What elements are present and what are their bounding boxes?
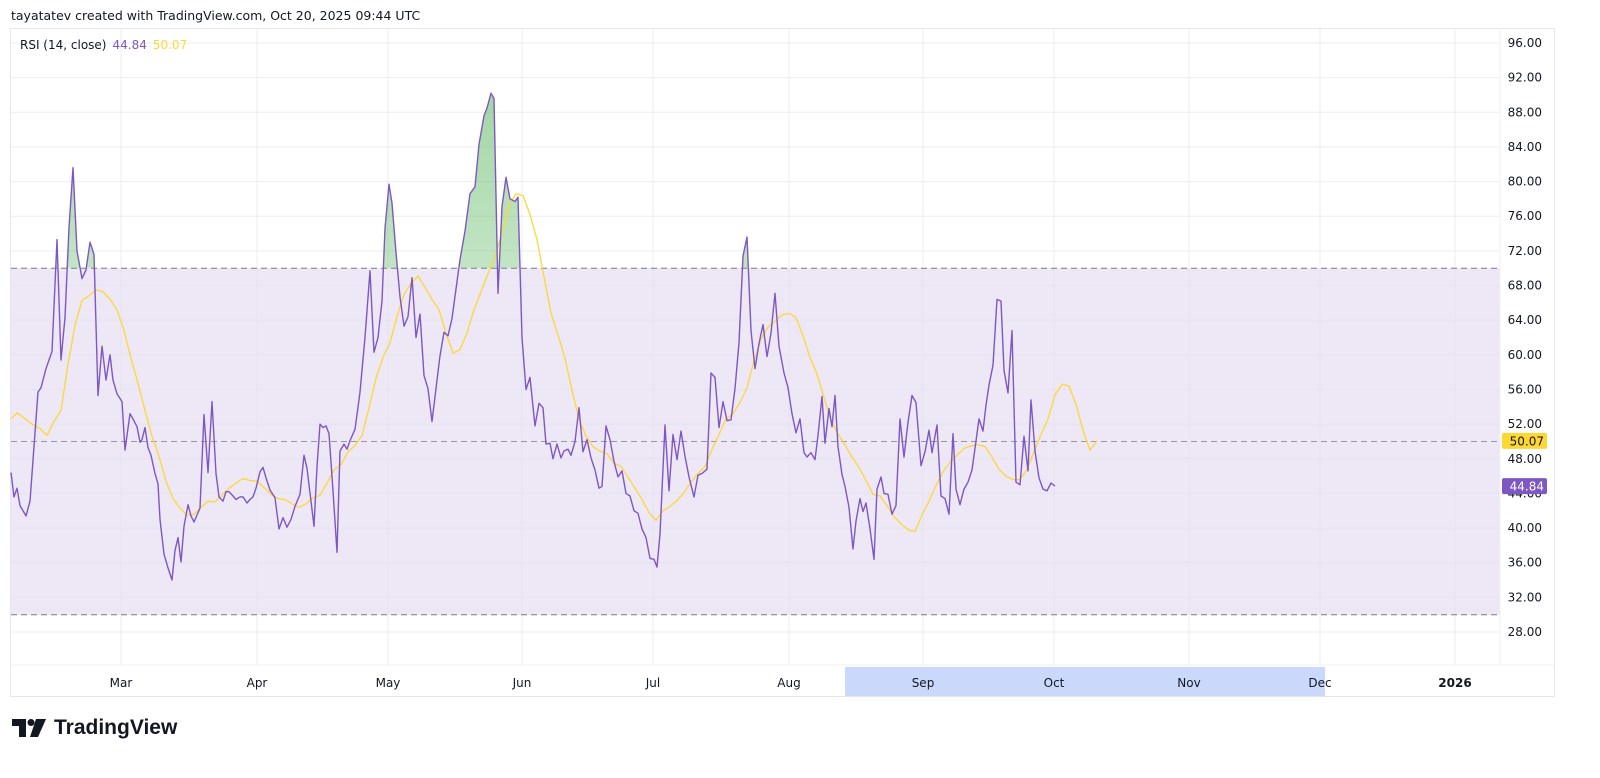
time-axis-label: Oct — [1044, 676, 1065, 690]
time-axis-label: Jun — [512, 676, 532, 690]
rsi-line — [10, 92, 1056, 581]
rsi-value-badge — [1502, 478, 1547, 495]
chart-caption: tayatatev created with TradingView.com, … — [11, 8, 421, 23]
time-axis-label: 2026 — [1438, 676, 1471, 690]
tradingview-logo-icon — [12, 719, 46, 737]
price-axis-label: 60.00 — [1508, 348, 1542, 362]
time-axis-label: May — [376, 676, 401, 690]
price-axis-label: 32.00 — [1508, 590, 1542, 604]
time-axis-label: Aug — [777, 676, 800, 690]
time-range-highlight — [845, 667, 1325, 696]
price-axis-label: 72.00 — [1508, 244, 1542, 258]
indicator-legend[interactable]: RSI (14, close) 44.84 50.07 — [20, 38, 187, 52]
brand-name: TradingView — [54, 716, 178, 739]
price-axis-label: 88.00 — [1508, 105, 1542, 119]
price-axis-label: 64.00 — [1508, 313, 1542, 327]
ma-value-badge-text: 50.07 — [1510, 434, 1544, 448]
tradingview-logo[interactable]: TradingView — [12, 716, 177, 740]
time-axis-label: Sep — [912, 676, 935, 690]
time-axis-label: Mar — [110, 676, 133, 690]
price-axis-label: 96.00 — [1508, 36, 1542, 50]
price-axis-label: 48.00 — [1508, 452, 1542, 466]
time-axis-label: Jul — [645, 676, 660, 690]
price-axis-label: 56.00 — [1508, 382, 1542, 396]
ma-value: 50.07 — [152, 38, 188, 52]
rsi-value-badge-text: 44.84 — [1510, 480, 1544, 494]
price-axis-label: 68.00 — [1508, 279, 1542, 293]
price-axis-label: 40.00 — [1508, 521, 1542, 535]
rsi-value: 44.84 — [112, 38, 147, 52]
price-axis-label: 92.00 — [1508, 71, 1542, 85]
time-axis-label: Nov — [1177, 676, 1200, 690]
price-axis-label: 36.00 — [1508, 556, 1542, 570]
price-axis-label: 80.00 — [1508, 175, 1542, 189]
time-axis-label: Apr — [247, 676, 268, 690]
ma-value-badge — [1502, 432, 1547, 449]
rsi-ma-line — [10, 192, 1098, 533]
price-axis-label: 52.00 — [1508, 417, 1542, 431]
time-axis-label: Dec — [1308, 676, 1331, 690]
price-axis-label: 28.00 — [1508, 625, 1542, 639]
price-axis-label: 76.00 — [1508, 209, 1542, 223]
indicator-label: RSI (14, close) — [20, 38, 107, 52]
chart-frame — [10, 28, 1555, 697]
price-axis-label: 84.00 — [1508, 140, 1542, 154]
